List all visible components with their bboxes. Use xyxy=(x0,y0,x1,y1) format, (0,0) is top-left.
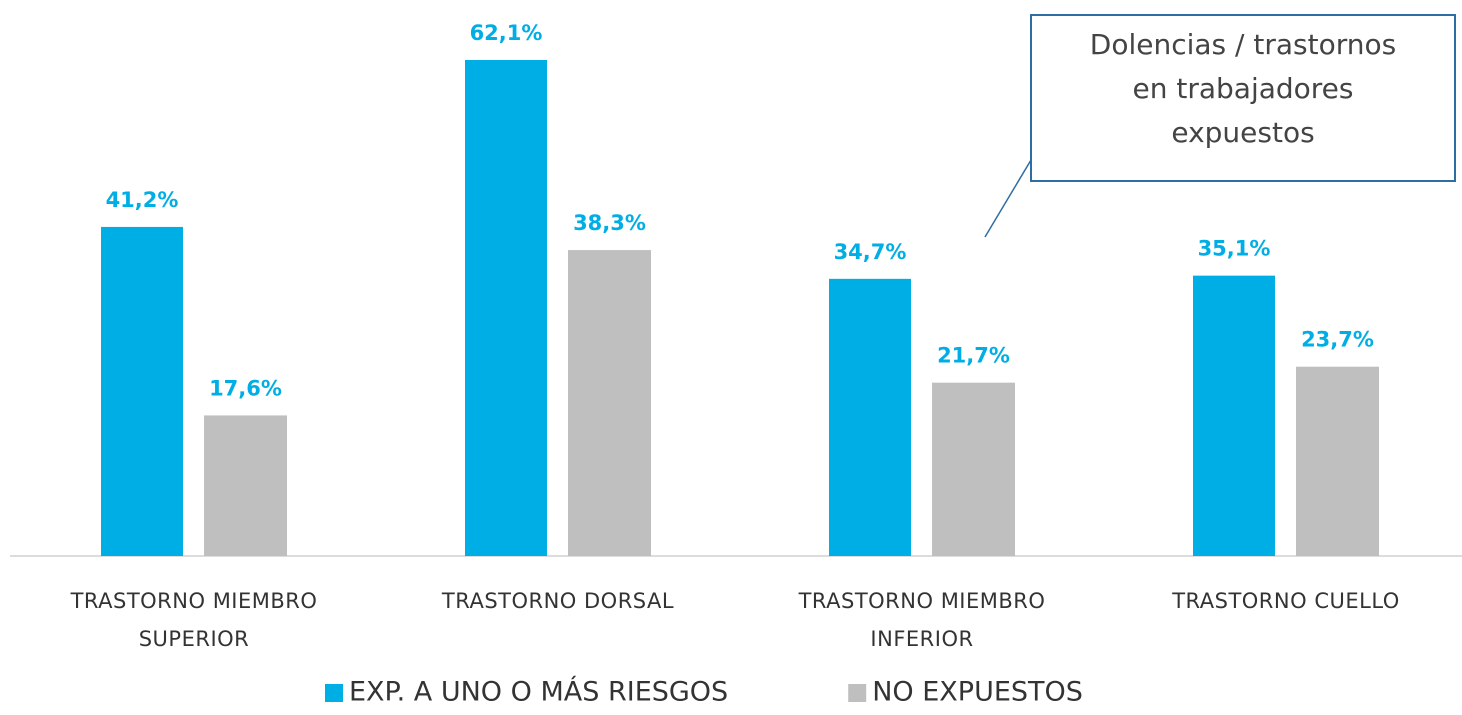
bar xyxy=(568,250,651,557)
data-label: 41,2% xyxy=(106,188,179,212)
x-tick-label: TRASTORNO CUELLO xyxy=(1171,589,1400,613)
bar xyxy=(932,382,1015,556)
x-tick-label: SUPERIOR xyxy=(139,627,250,651)
bar xyxy=(1296,366,1379,556)
data-label: 23,7% xyxy=(1301,328,1374,352)
data-label: 34,7% xyxy=(834,240,907,264)
legend-label: NO EXPUESTOS xyxy=(872,677,1083,708)
x-tick-label: TRASTORNO MIEMBRO xyxy=(70,589,318,613)
bar xyxy=(1193,275,1275,556)
bar xyxy=(829,278,911,556)
data-label: 35,1% xyxy=(1198,237,1271,261)
data-label: 21,7% xyxy=(937,344,1010,368)
x-tick-label: TRASTORNO DORSAL xyxy=(441,589,674,613)
x-tick-label: INFERIOR xyxy=(870,627,973,651)
annotation-text: en trabajadores xyxy=(1132,72,1353,105)
legend-swatch xyxy=(325,684,343,702)
annotation-text: expuestos xyxy=(1171,116,1314,149)
bar xyxy=(204,415,287,556)
data-label: 62,1% xyxy=(470,21,543,45)
bar xyxy=(101,226,183,556)
x-tick-label: TRASTORNO MIEMBRO xyxy=(798,589,1046,613)
annotation-pointer xyxy=(984,159,1032,238)
legend-label: EXP. A UNO O MÁS RIESGOS xyxy=(349,676,728,708)
annotation-text: Dolencias / trastornos xyxy=(1090,28,1396,61)
data-label: 38,3% xyxy=(573,211,646,235)
data-label: 17,6% xyxy=(209,376,282,400)
legend-swatch xyxy=(848,684,867,702)
bar xyxy=(465,60,547,556)
annotation-box xyxy=(1030,14,1456,182)
